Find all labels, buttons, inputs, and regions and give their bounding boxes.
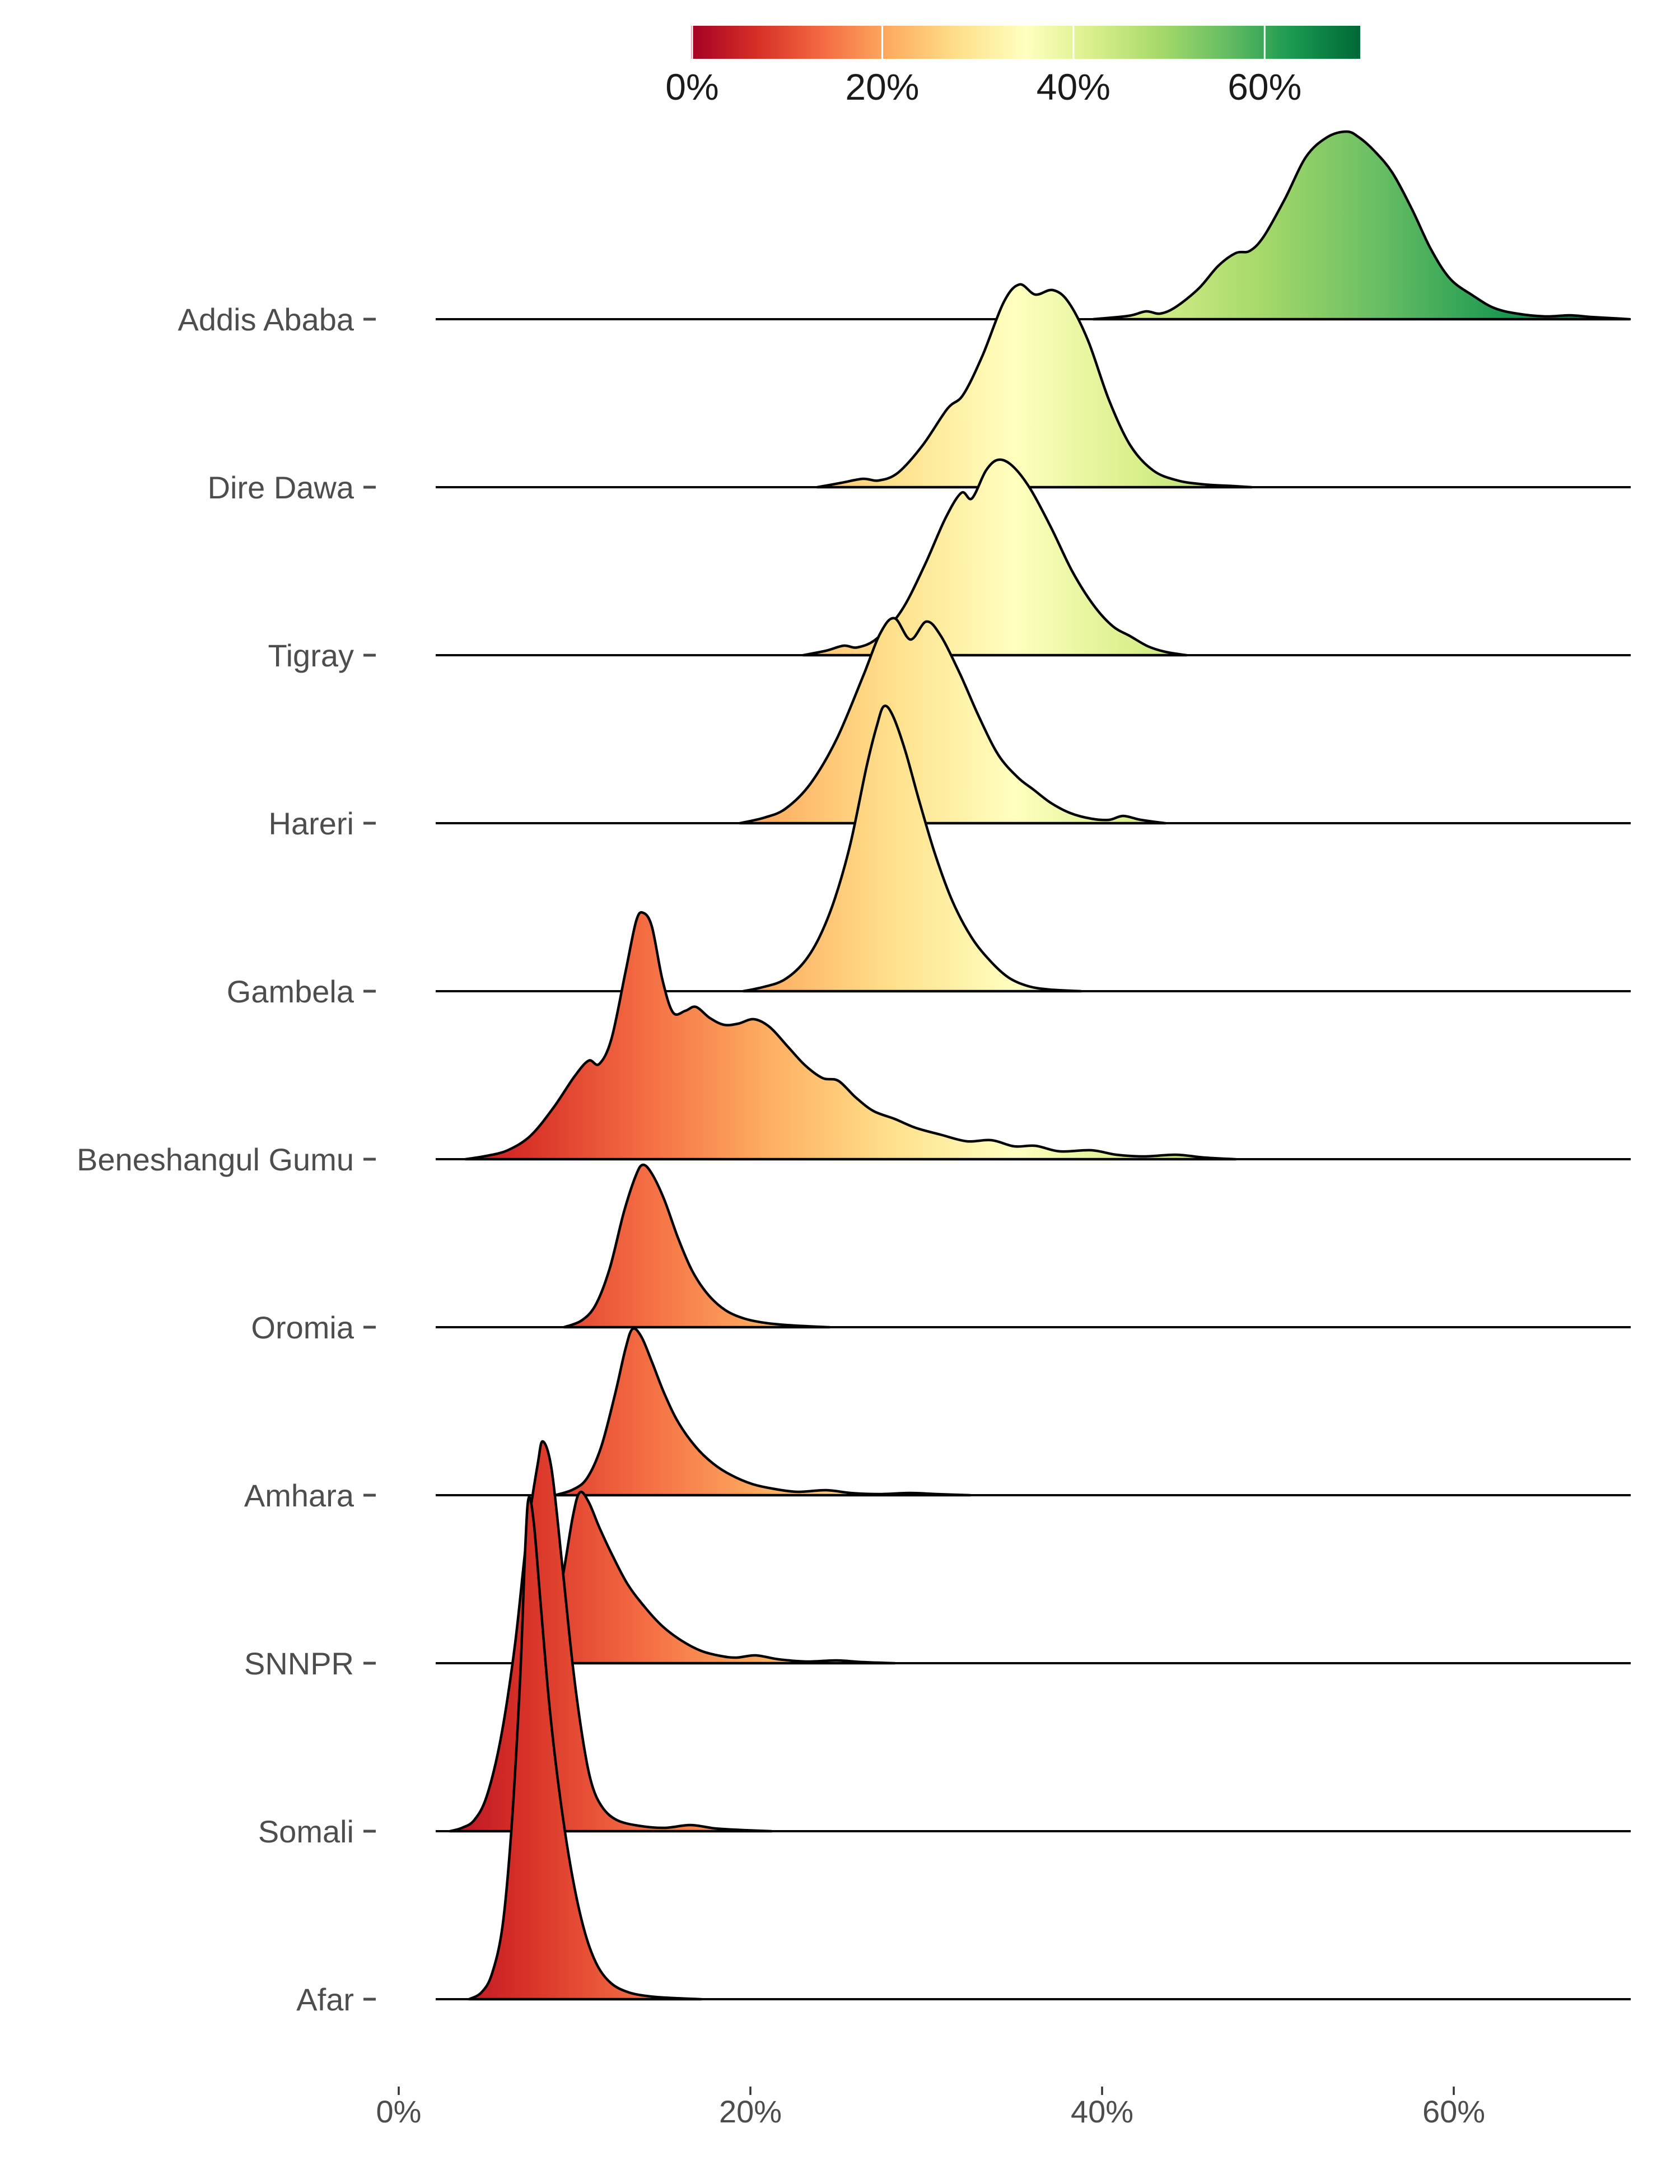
ridge-addis-ababa bbox=[1092, 130, 1631, 321]
x-tick-label: 60% bbox=[1422, 2094, 1485, 2129]
legend-tick-60 bbox=[1263, 26, 1266, 59]
legend-tick-40 bbox=[1072, 26, 1075, 59]
legend-colorbar bbox=[691, 26, 1360, 59]
ridge-amhara bbox=[554, 1327, 972, 1497]
legend-tick-label: 40% bbox=[1037, 66, 1110, 108]
row-label-afar: Afar bbox=[296, 1982, 354, 2017]
legend-tick-label: 20% bbox=[845, 66, 919, 108]
row-label-tigray: Tigray bbox=[268, 638, 354, 673]
ridge-beneshangul-gumu bbox=[464, 911, 1237, 1161]
ridges-group bbox=[436, 130, 1631, 2001]
ridge-oromia bbox=[562, 1163, 831, 1329]
ridge-hareri bbox=[738, 617, 1167, 825]
row-label-dire-dawa: Dire Dawa bbox=[208, 470, 354, 505]
x-tick-label: 20% bbox=[719, 2094, 782, 2129]
region-labels-group: Addis Ababa Dire Dawa Tigray Hareri Gambela B… bbox=[77, 302, 376, 2017]
row-label-snnpr: SNNPR bbox=[244, 1646, 354, 1681]
row-label-hareri: Hareri bbox=[269, 806, 354, 841]
row-label-amhara: Amhara bbox=[244, 1478, 354, 1513]
ridge-snnpr bbox=[522, 1490, 896, 1665]
legend-tick-20 bbox=[881, 26, 883, 59]
legend-colorbar-group: 0% 20% 40% 60% bbox=[665, 26, 1360, 108]
ridge-tigray bbox=[801, 458, 1188, 657]
x-axis-group: 0% 20% 40% 60% bbox=[376, 2087, 1485, 2129]
x-tick-label: 40% bbox=[1071, 2094, 1133, 2129]
x-tick-label: 0% bbox=[376, 2094, 422, 2129]
legend-tick-label: 60% bbox=[1228, 66, 1301, 108]
ridge-dire-dawa bbox=[816, 283, 1253, 489]
row-label-oromia: Oromia bbox=[251, 1310, 354, 1345]
row-label-beneshangul-gumu: Beneshangul Gumu bbox=[77, 1142, 354, 1177]
ridge-gambela bbox=[742, 704, 1082, 993]
row-label-gambela: Gambela bbox=[227, 974, 354, 1009]
ridge-afar bbox=[468, 1495, 703, 2001]
legend-tick-label: 0% bbox=[665, 66, 718, 108]
row-label-addis-ababa: Addis Ababa bbox=[178, 302, 354, 337]
legend-tick-0 bbox=[691, 26, 693, 59]
row-label-somali: Somali bbox=[258, 1814, 354, 1849]
